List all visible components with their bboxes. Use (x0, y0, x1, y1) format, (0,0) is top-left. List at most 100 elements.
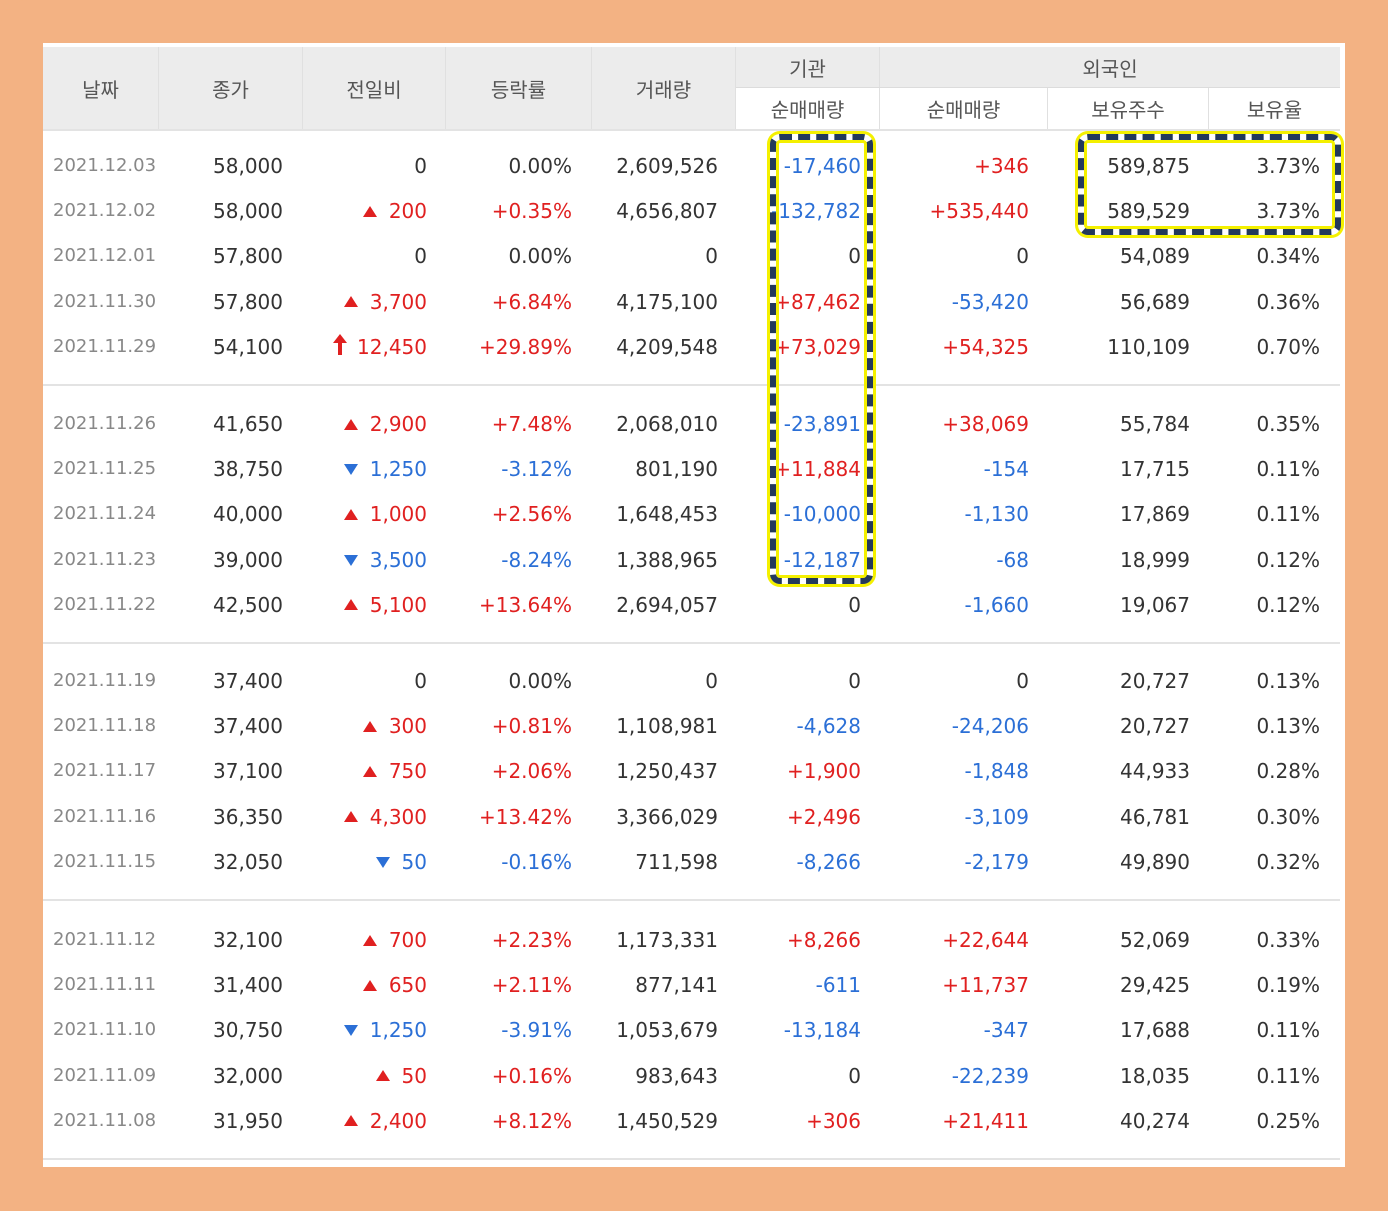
volume-cell: 4,175,100 (616, 289, 718, 314)
table-row: 2021.11.09 32,000 50 +0.16% 983,643 0 -22,239 1… (43, 1054, 1340, 1098)
change-cell: 300 (362, 704, 427, 748)
date-cell: 2021.11.19 (53, 670, 157, 691)
table-row: 2021.11.11 31,400 650 +2.11% 877,141 -611 +11,… (43, 963, 1340, 1007)
date-cell: 2021.11.18 (53, 715, 157, 737)
foreign-ratio-cell: 0.32% (1256, 849, 1320, 874)
volume-cell: 711,598 (635, 849, 718, 874)
volume-cell: 1,250,437 (616, 759, 718, 784)
change-cell: 0 (414, 234, 427, 278)
change-cell: 2,400 (343, 1099, 427, 1143)
close-cell: 37,100 (213, 759, 283, 784)
close-cell: 37,400 (213, 669, 283, 693)
header-foreign: 외국인 (880, 47, 1340, 87)
institution-net-cell: -10,000 (783, 502, 861, 527)
change-value: 0 (414, 154, 427, 178)
table-row: 2021.12.01 57,800 0 0.00% 0 0 0 54,089 0.34% (43, 234, 1340, 278)
foreign-shares-cell: 110,109 (1107, 334, 1190, 359)
table-row: 2021.11.29 54,100 12,450 +29.89% 4,209,548 +7… (43, 325, 1340, 369)
rate-cell: +7.48% (491, 412, 572, 436)
volume-cell: 4,209,548 (616, 334, 718, 359)
foreign-net-cell: +11,737 (942, 973, 1029, 998)
foreign-ratio-cell: 0.11% (1256, 457, 1320, 482)
volume-cell: 3,366,029 (616, 804, 718, 829)
volume-cell: 2,609,526 (616, 154, 718, 178)
change-value: 1,000 (369, 502, 427, 527)
table-row: 2021.11.19 37,400 0 0.00% 0 0 0 20,727 0.13% (43, 659, 1340, 703)
date-cell: 2021.11.22 (53, 593, 157, 615)
institution-net-cell: 0 (848, 1063, 861, 1088)
foreign-net-cell: -22,239 (951, 1063, 1029, 1088)
group-divider (43, 899, 1340, 901)
volume-cell: 4,656,807 (616, 199, 718, 224)
change-cell: 650 (362, 963, 427, 1007)
change-cell: 700 (362, 918, 427, 962)
foreign-net-cell: -1,660 (964, 592, 1029, 617)
group-divider (43, 384, 1340, 386)
date-cell: 2021.11.12 (53, 929, 157, 950)
institution-net-cell: -13,184 (783, 1018, 861, 1043)
close-cell: 54,100 (213, 334, 283, 359)
close-cell: 30,750 (213, 1018, 283, 1043)
rate-cell: +29.89% (478, 334, 572, 359)
up-triangle-icon (362, 205, 377, 217)
close-cell: 36,350 (213, 804, 283, 829)
up-triangle-icon (343, 1115, 358, 1127)
foreign-ratio-cell: 0.19% (1256, 973, 1320, 998)
up-triangle-icon (343, 599, 358, 611)
volume-cell: 983,643 (635, 1063, 718, 1088)
volume-cell: 1,388,965 (616, 547, 718, 572)
header-change: 전일비 (303, 47, 445, 129)
date-cell: 2021.11.25 (53, 458, 157, 480)
table-row: 2021.11.15 32,050 50 -0.16% 711,598 -8,266 -2,… (43, 840, 1340, 884)
institution-net-cell: -17,460 (783, 154, 861, 178)
up-triangle-icon (362, 765, 377, 777)
change-cell: 0 (414, 144, 427, 188)
close-cell: 57,800 (213, 244, 283, 269)
foreign-shares-cell: 54,089 (1120, 244, 1190, 269)
table-row: 2021.11.10 30,750 1,250 -3.91% 1,053,679 -13,… (43, 1008, 1340, 1052)
rate-cell: +0.16% (491, 1063, 572, 1088)
date-cell: 2021.11.30 (53, 290, 157, 312)
close-cell: 57,800 (213, 289, 283, 314)
change-cell: 2,900 (343, 402, 427, 446)
table-row: 2021.11.08 31,950 2,400 +8.12% 1,450,529 +306… (43, 1099, 1340, 1143)
change-value: 5,100 (369, 592, 427, 617)
change-value: 3,700 (369, 289, 427, 314)
foreign-ratio-cell: 0.33% (1256, 928, 1320, 952)
volume-cell: 1,173,331 (616, 928, 718, 952)
change-value: 1,250 (369, 1018, 427, 1043)
change-value: 12,450 (357, 334, 427, 359)
volume-cell: 1,053,679 (616, 1018, 718, 1043)
rate-cell: +13.64% (478, 592, 572, 617)
rate-cell: +2.56% (491, 502, 572, 527)
change-cell: 4,300 (343, 795, 427, 839)
institution-net-cell: +73,029 (774, 334, 861, 359)
change-value: 700 (388, 928, 427, 952)
change-cell: 50 (375, 840, 427, 884)
foreign-ratio-cell: 0.28% (1256, 759, 1320, 784)
table-row: 2021.11.26 41,650 2,900 +7.48% 2,068,010 -23,… (43, 402, 1340, 446)
institution-net-cell: 0 (848, 244, 861, 269)
header-date: 날짜 (43, 47, 158, 129)
foreign-shares-cell: 17,869 (1120, 502, 1190, 527)
date-cell: 2021.11.08 (53, 1109, 157, 1131)
up-triangle-icon (343, 296, 358, 308)
date-cell: 2021.11.29 (53, 335, 157, 357)
change-value: 3,500 (369, 547, 427, 572)
stock-trading-table: 날짜 종가 전일비 등락률 거래량 기관 외국인 순매매량 순매매량 보유주수 … (43, 43, 1345, 1167)
foreign-shares-cell: 589,529 (1107, 199, 1190, 224)
institution-net-cell: -8,266 (796, 849, 861, 874)
date-cell: 2021.12.01 (53, 245, 157, 267)
foreign-net-cell: -154 (983, 457, 1029, 482)
date-cell: 2021.11.23 (53, 548, 157, 570)
header-close: 종가 (159, 47, 302, 129)
volume-cell: 1,450,529 (616, 1108, 718, 1133)
foreign-net-cell: -68 (996, 547, 1029, 572)
close-cell: 31,400 (213, 973, 283, 998)
close-cell: 40,000 (213, 502, 283, 527)
date-cell: 2021.11.15 (53, 850, 157, 872)
foreign-ratio-cell: 0.70% (1256, 334, 1320, 359)
change-cell: 12,450 (333, 325, 427, 369)
foreign-ratio-cell: 0.11% (1256, 1018, 1320, 1043)
rate-cell: +2.11% (491, 973, 572, 998)
